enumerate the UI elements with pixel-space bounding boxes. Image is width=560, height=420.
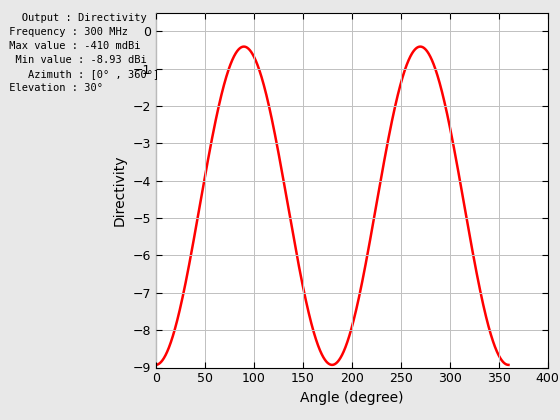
X-axis label: Angle (degree): Angle (degree) [300,391,403,405]
Text: Output : Directivity
 Frequency : 300 MHz
 Max value : -410 mdBi
  Min value : -: Output : Directivity Frequency : 300 MHz… [3,13,159,92]
Y-axis label: Directivity: Directivity [113,154,127,226]
